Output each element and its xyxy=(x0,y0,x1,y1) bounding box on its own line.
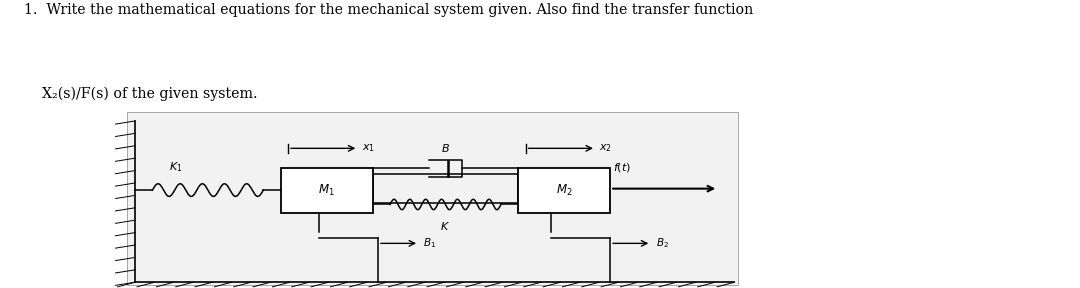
Text: $f(t)$: $f(t)$ xyxy=(613,161,632,174)
Bar xyxy=(281,168,373,213)
Text: $x_2$: $x_2$ xyxy=(599,143,612,154)
Text: 1.  Write the mathematical equations for the mechanical system given. Also find : 1. Write the mathematical equations for … xyxy=(24,3,753,17)
Bar xyxy=(518,168,610,213)
Text: $x_1$: $x_1$ xyxy=(362,143,375,154)
Text: $B_1$: $B_1$ xyxy=(423,236,436,250)
Text: $B$: $B$ xyxy=(441,142,450,154)
Text: $K$: $K$ xyxy=(441,220,450,232)
Text: $K_1$: $K_1$ xyxy=(170,160,183,174)
Text: $M_1$: $M_1$ xyxy=(319,183,335,198)
Text: $B_2$: $B_2$ xyxy=(656,236,669,250)
Text: $M_2$: $M_2$ xyxy=(556,183,572,198)
Bar xyxy=(127,112,738,285)
Text: X₂(s)/F(s) of the given system.: X₂(s)/F(s) of the given system. xyxy=(24,86,257,101)
